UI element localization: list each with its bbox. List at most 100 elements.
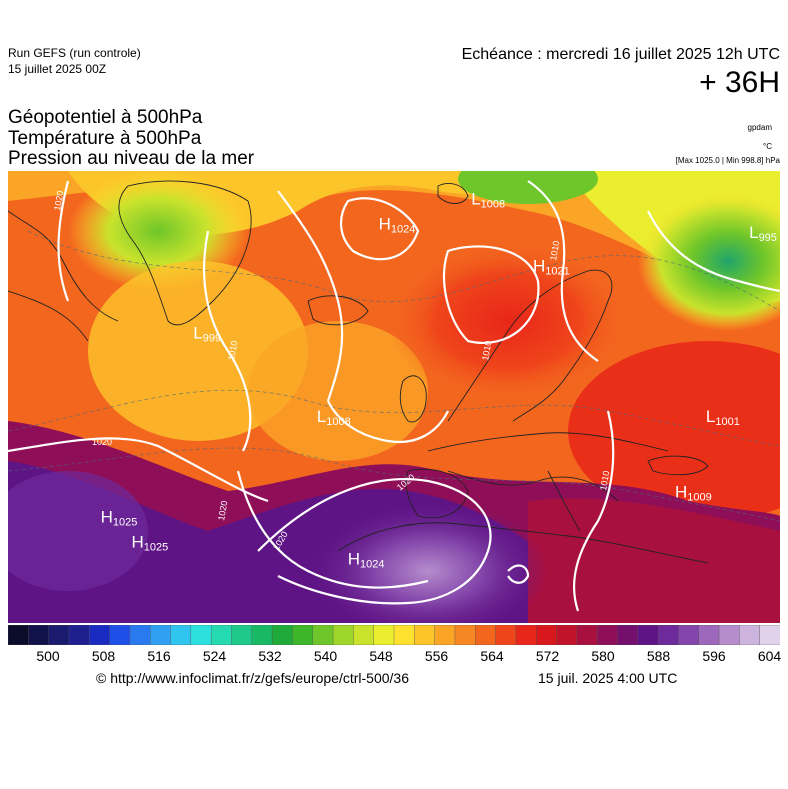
geopotential-line <box>27 230 780 312</box>
color-scale-tick: 588 <box>646 648 671 664</box>
color-scale-swatch <box>393 625 416 645</box>
color-scale-tick: 604 <box>757 648 782 664</box>
color-scale-swatch <box>739 625 761 645</box>
run-label: Run GEFS (run controle) <box>8 46 141 60</box>
color-scale-swatch <box>68 625 90 645</box>
isobar-label: 1020 <box>52 190 65 211</box>
unit-temperature: °C <box>763 142 772 151</box>
isobar-label: 1020 <box>92 437 112 447</box>
isobar-line <box>442 245 540 344</box>
credit-link[interactable]: © http://www.infoclimat.fr/z/gefs/europe… <box>96 670 410 686</box>
color-scale-swatch <box>150 625 172 645</box>
coast-iberia <box>405 468 469 519</box>
isobar-line <box>527 180 599 362</box>
isobar-line <box>57 180 70 302</box>
color-scale-swatch <box>109 625 131 645</box>
unit-geopotential: gpdam <box>747 123 772 132</box>
color-scale-swatch <box>434 625 456 645</box>
isobar-label: 1020 <box>216 500 229 521</box>
color-scale-tick: 500 <box>36 648 60 664</box>
color-scale-tick: 548 <box>369 648 393 664</box>
coast-canada <box>8 210 119 342</box>
issue-time: 15 juil. 2025 4:00 UTC <box>538 670 678 686</box>
color-scale-tick: 516 <box>147 648 171 664</box>
color-scale-swatch <box>251 625 273 645</box>
field-green-russia <box>638 191 780 331</box>
coastlines <box>8 180 709 564</box>
color-scale-swatch <box>170 625 192 645</box>
lead-time: + 36H <box>699 66 780 99</box>
isobar-line <box>257 477 492 605</box>
geopotential-lines <box>8 230 780 522</box>
run-date: 15 juillet 2025 00Z <box>8 62 107 76</box>
field-orange-atlantic <box>248 321 428 461</box>
high-pressure-center: H1025 <box>132 533 169 554</box>
isobar-label: 1010 <box>480 340 493 361</box>
low-pressure-center: L1008 <box>471 190 505 211</box>
color-scale-swatch <box>556 625 578 645</box>
title-temperature: Température à 500hPa <box>8 128 202 149</box>
color-scale-swatch <box>414 625 436 645</box>
color-scale-swatch <box>718 625 741 645</box>
isobar-line <box>236 470 429 589</box>
field-warm-sahara <box>308 501 548 623</box>
color-scale-tick: 524 <box>202 648 227 664</box>
color-scale-swatch <box>89 625 111 645</box>
field-red-russia <box>568 341 780 521</box>
color-scale-tick: 532 <box>258 648 282 664</box>
color-scale-swatch <box>129 625 151 645</box>
color-scale-swatch <box>190 625 212 645</box>
low-pressure-center: L1008 <box>317 407 351 428</box>
color-scale-swatch <box>617 625 639 645</box>
color-scale-swatch <box>8 625 30 645</box>
color-scale-swatch <box>678 625 700 645</box>
title-geopotential: Géopotentiel à 500hPa <box>8 107 203 128</box>
color-scale-tick: 508 <box>91 648 116 664</box>
pressure-range: [Max 1025.0 | Min 998.8] hPa <box>675 156 780 165</box>
color-scale-swatch <box>312 625 334 645</box>
color-scale-swatch <box>495 625 517 645</box>
coast-africa <box>337 522 709 564</box>
color-scale-tick: 580 <box>591 648 615 664</box>
pressure-centers: H1024 L1008 H1021 L995 L999 L1008 L1001 H1009 H1… <box>101 190 777 571</box>
field-green-greenland <box>68 171 248 291</box>
coast-svalbard <box>437 183 469 204</box>
low-pressure-center: L1001 <box>706 407 740 428</box>
geopotential-line <box>8 447 780 522</box>
color-scale-swatch <box>576 625 598 645</box>
field-warm-west <box>8 471 148 591</box>
high-pressure-center: H1024 <box>348 549 385 570</box>
coast-black-sea <box>647 455 709 476</box>
high-pressure-center: H1021 <box>533 256 570 277</box>
title-pressure: Pression au niveau de la mer <box>8 148 255 169</box>
color-scale-swatch <box>373 625 395 645</box>
color-scale-swatch <box>231 625 253 645</box>
color-scale-swatch <box>515 625 537 645</box>
isobar-line <box>277 190 344 402</box>
high-pressure-center: H1009 <box>675 482 712 503</box>
geopotential-line <box>8 389 780 447</box>
isobar-label: 1010 <box>598 470 611 491</box>
color-scale-tick: 596 <box>702 648 726 664</box>
color-scale-ticks: 500 508 516 524 532 540 548 556 564 572 580 588 596 6… <box>8 648 782 666</box>
color-scale-swatch <box>536 625 558 645</box>
color-scale-swatch <box>637 625 659 645</box>
color-scale-swatch <box>759 625 780 645</box>
low-pressure-center: L999 <box>193 323 221 344</box>
isobar-label: 1010 <box>548 240 561 261</box>
color-scale-tick: 564 <box>480 648 504 664</box>
valid-time: Echéance : mercredi 16 juillet 2025 12h … <box>461 46 780 63</box>
isobar-line <box>340 197 420 261</box>
isobar-line <box>8 437 269 503</box>
color-scale-swatch <box>210 625 233 645</box>
high-pressure-center: H1025 <box>101 508 138 529</box>
isobar-line <box>202 230 252 452</box>
color-scale-tick: 572 <box>535 648 560 664</box>
color-scale-swatch <box>454 625 476 645</box>
isobar-label: 1010 <box>226 340 239 361</box>
color-scale-tick: 540 <box>313 648 338 664</box>
isobar-line <box>327 400 449 444</box>
color-scale-swatch <box>596 625 619 645</box>
color-scale-swatch <box>28 625 50 645</box>
color-scale-swatch <box>332 625 355 645</box>
